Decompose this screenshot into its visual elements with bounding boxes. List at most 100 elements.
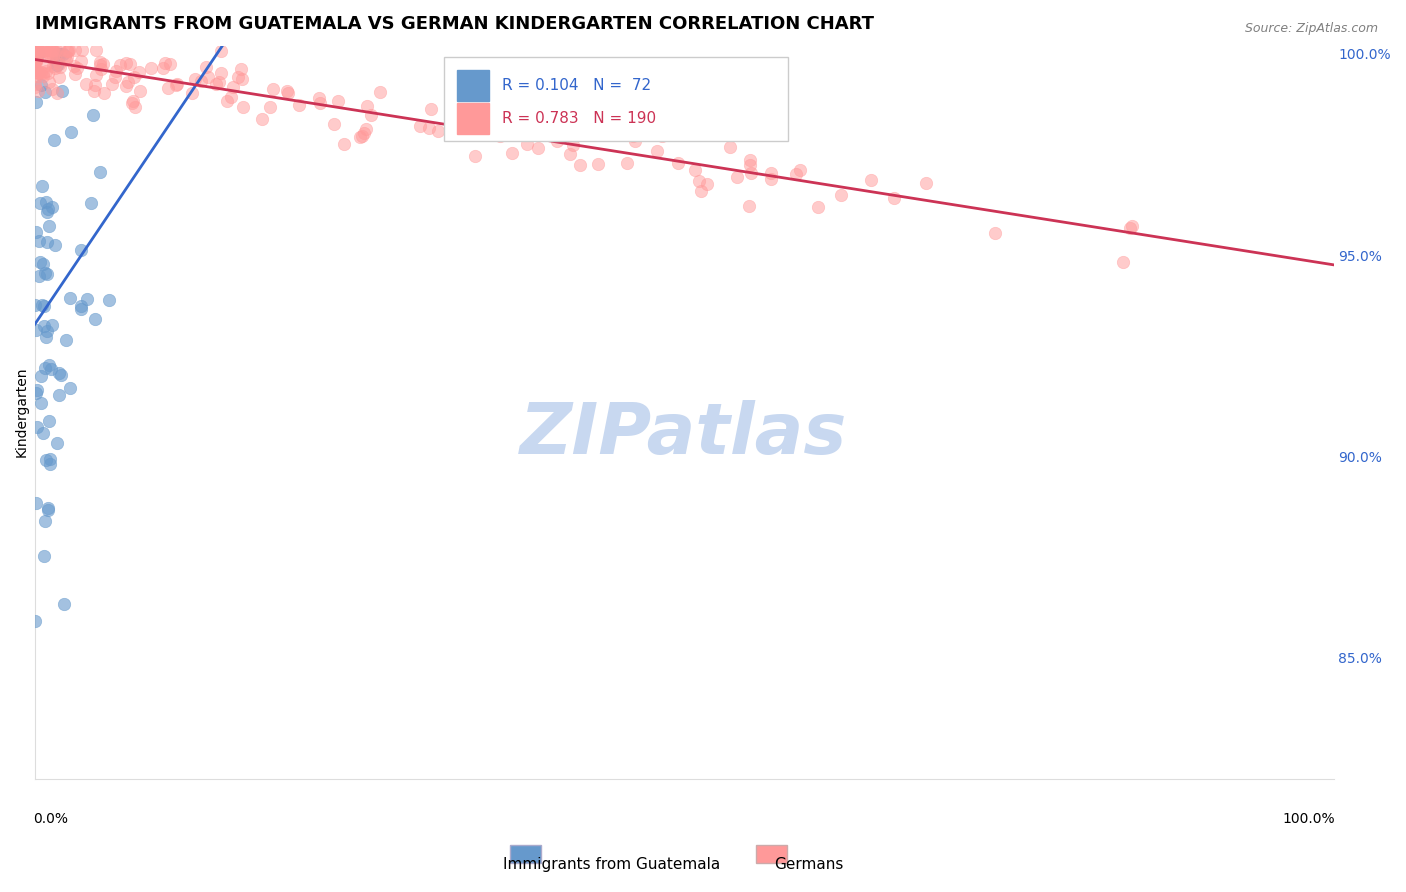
Point bbox=[215, 94, 238, 108]
Point bbox=[420, 103, 443, 117]
Point bbox=[28, 196, 51, 211]
Point bbox=[121, 95, 143, 110]
Point bbox=[48, 43, 70, 57]
Point bbox=[24, 43, 46, 57]
Point bbox=[197, 70, 219, 84]
Point bbox=[35, 267, 58, 281]
Point bbox=[55, 54, 77, 68]
Point bbox=[69, 54, 91, 69]
Point bbox=[761, 172, 783, 186]
Point bbox=[30, 44, 52, 58]
Point bbox=[63, 43, 86, 57]
Text: 100.0%: 100.0% bbox=[1282, 812, 1334, 826]
Point bbox=[42, 59, 65, 73]
Point bbox=[129, 84, 152, 98]
Point bbox=[51, 84, 73, 98]
Point bbox=[830, 187, 852, 202]
Point bbox=[48, 57, 70, 71]
Point bbox=[447, 112, 470, 127]
Point bbox=[32, 425, 55, 440]
Point bbox=[124, 100, 146, 114]
Point bbox=[70, 299, 93, 313]
Point bbox=[38, 75, 60, 89]
Point bbox=[56, 50, 79, 64]
Point bbox=[444, 69, 467, 83]
Point bbox=[25, 43, 48, 57]
Point bbox=[27, 84, 49, 98]
Point bbox=[37, 503, 59, 517]
Point bbox=[37, 202, 59, 217]
Point bbox=[785, 167, 807, 181]
Point bbox=[259, 100, 281, 114]
Point bbox=[101, 78, 124, 92]
Point bbox=[229, 62, 252, 76]
Point bbox=[326, 95, 349, 109]
Point bbox=[24, 298, 46, 312]
Point bbox=[48, 70, 70, 84]
Point bbox=[356, 99, 378, 113]
Point bbox=[44, 46, 66, 61]
Point bbox=[24, 43, 46, 57]
Point bbox=[35, 45, 58, 60]
Point bbox=[27, 43, 49, 57]
Point bbox=[32, 43, 55, 57]
Point bbox=[915, 176, 938, 190]
Point bbox=[277, 86, 299, 100]
Point bbox=[34, 64, 56, 78]
Point bbox=[689, 184, 711, 198]
Point bbox=[205, 77, 228, 91]
Point bbox=[759, 166, 782, 180]
Point bbox=[63, 67, 86, 81]
Point bbox=[37, 501, 59, 516]
Point bbox=[527, 141, 550, 155]
Point bbox=[93, 87, 115, 101]
Point bbox=[34, 85, 56, 99]
Point bbox=[45, 54, 67, 69]
Text: Germans: Germans bbox=[773, 857, 844, 872]
Point bbox=[25, 95, 48, 110]
Point bbox=[159, 57, 181, 71]
Point bbox=[806, 200, 828, 214]
Point bbox=[89, 55, 111, 70]
Point bbox=[80, 196, 103, 211]
Point bbox=[219, 90, 242, 104]
Point bbox=[472, 127, 495, 141]
Point bbox=[562, 138, 585, 153]
Point bbox=[464, 148, 486, 162]
Point bbox=[276, 84, 298, 98]
Point bbox=[25, 496, 48, 510]
Point bbox=[308, 91, 330, 105]
Point bbox=[45, 43, 67, 57]
Point bbox=[35, 235, 58, 249]
Text: 0.0%: 0.0% bbox=[34, 812, 69, 826]
Point bbox=[685, 163, 707, 178]
Point bbox=[25, 53, 48, 67]
Point bbox=[332, 137, 354, 152]
Point bbox=[41, 200, 63, 214]
Point bbox=[1121, 219, 1143, 233]
Point bbox=[24, 44, 46, 58]
Point bbox=[24, 52, 46, 66]
Point bbox=[24, 54, 46, 68]
Point bbox=[45, 58, 67, 72]
Point bbox=[696, 177, 718, 191]
Point bbox=[49, 60, 72, 74]
Point bbox=[38, 414, 60, 428]
Point bbox=[441, 83, 464, 97]
Point bbox=[49, 368, 72, 382]
Point bbox=[30, 78, 52, 92]
Point bbox=[516, 137, 538, 152]
Text: Source: ZipAtlas.com: Source: ZipAtlas.com bbox=[1244, 22, 1378, 36]
Point bbox=[24, 53, 46, 67]
Point bbox=[110, 58, 132, 72]
Point bbox=[34, 266, 56, 280]
Point bbox=[24, 48, 46, 62]
Point bbox=[194, 60, 217, 74]
Point bbox=[546, 134, 568, 148]
Point bbox=[208, 75, 231, 89]
Point bbox=[139, 61, 162, 75]
Point bbox=[28, 255, 51, 269]
Text: R = 0.783   N = 190: R = 0.783 N = 190 bbox=[502, 111, 657, 126]
Point bbox=[55, 333, 77, 347]
Point bbox=[76, 292, 98, 306]
